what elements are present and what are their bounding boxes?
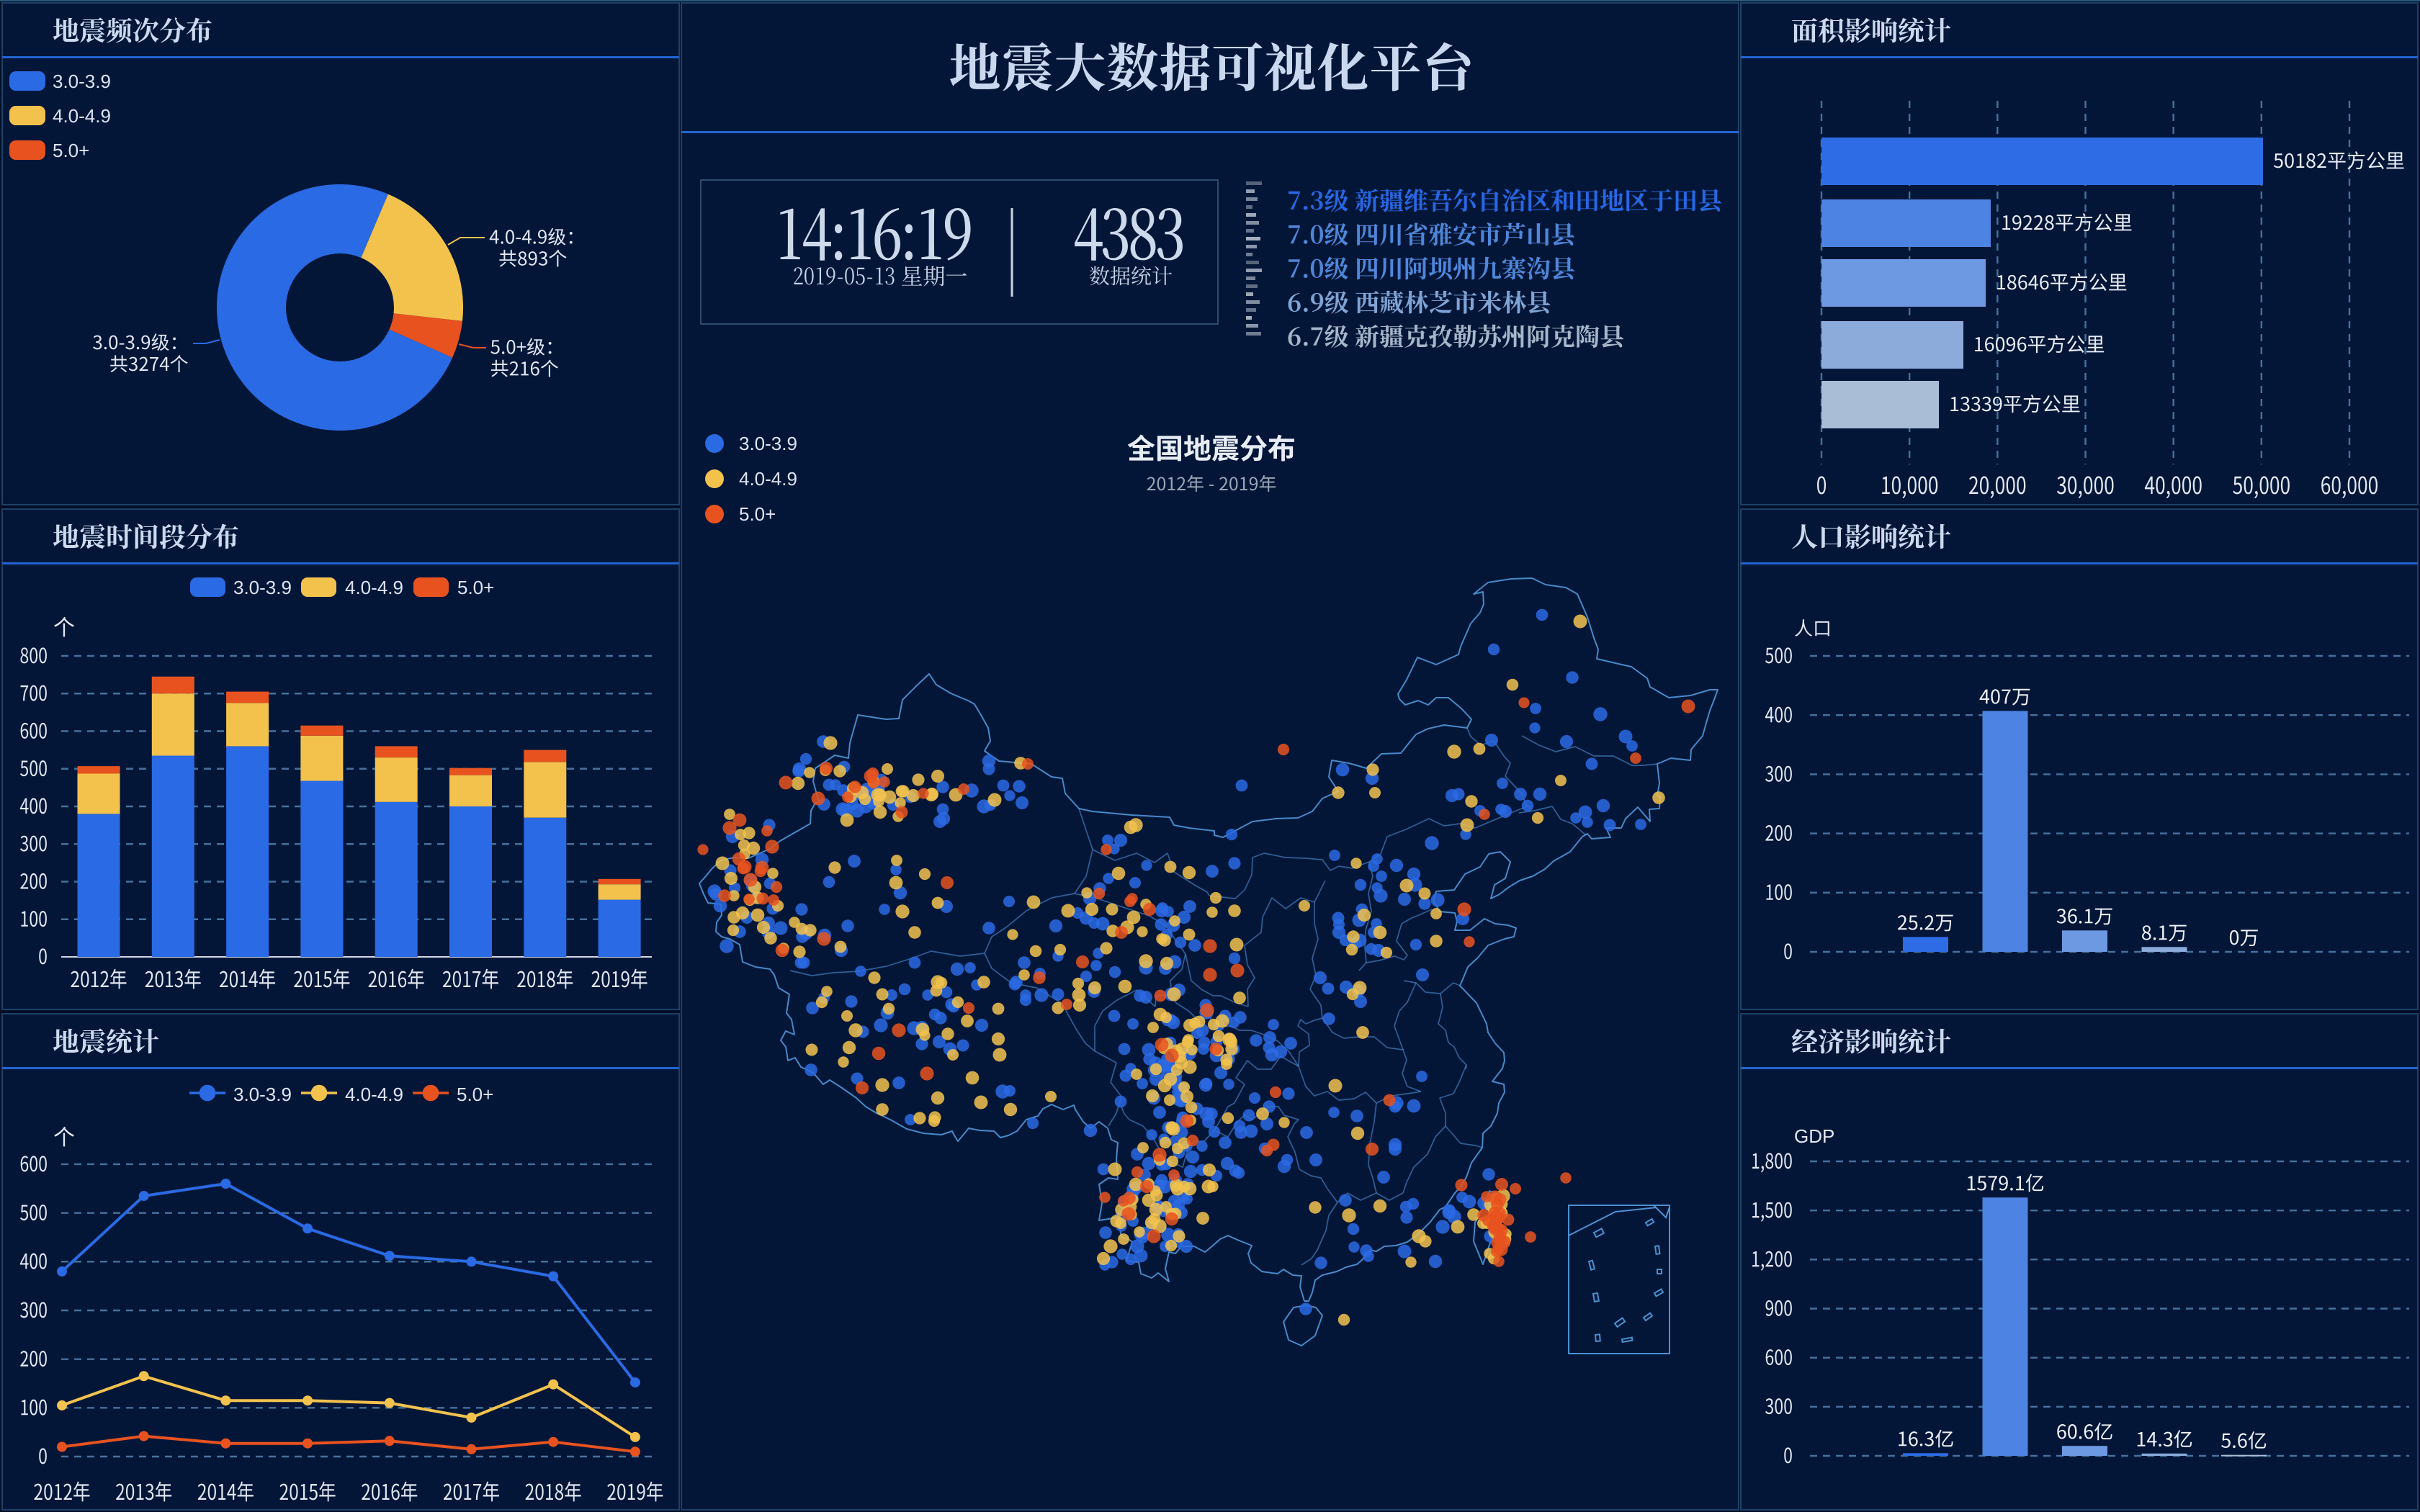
svg-text:GDP: GDP [1794, 1125, 1834, 1147]
svg-text:3.0-3.9: 3.0-3.9 [739, 433, 797, 454]
svg-text:5.0+: 5.0+ [53, 140, 89, 161]
svg-text:3.0-3.9: 3.0-3.9 [233, 577, 292, 598]
svg-text:4.0-4.9: 4.0-4.9 [345, 1084, 403, 1105]
svg-text:3.0-3.9: 3.0-3.9 [53, 71, 111, 92]
svg-text:4.0-4.9: 4.0-4.9 [345, 577, 403, 598]
svg-text:4.0-4.9: 4.0-4.9 [739, 468, 797, 490]
svg-text:5.0+: 5.0+ [739, 503, 776, 525]
svg-text:5.0+: 5.0+ [457, 577, 494, 598]
svg-text:5.0+: 5.0+ [457, 1084, 493, 1105]
svg-text:4.0-4.9: 4.0-4.9 [53, 105, 111, 127]
svg-text:3.0-3.9: 3.0-3.9 [233, 1084, 292, 1105]
